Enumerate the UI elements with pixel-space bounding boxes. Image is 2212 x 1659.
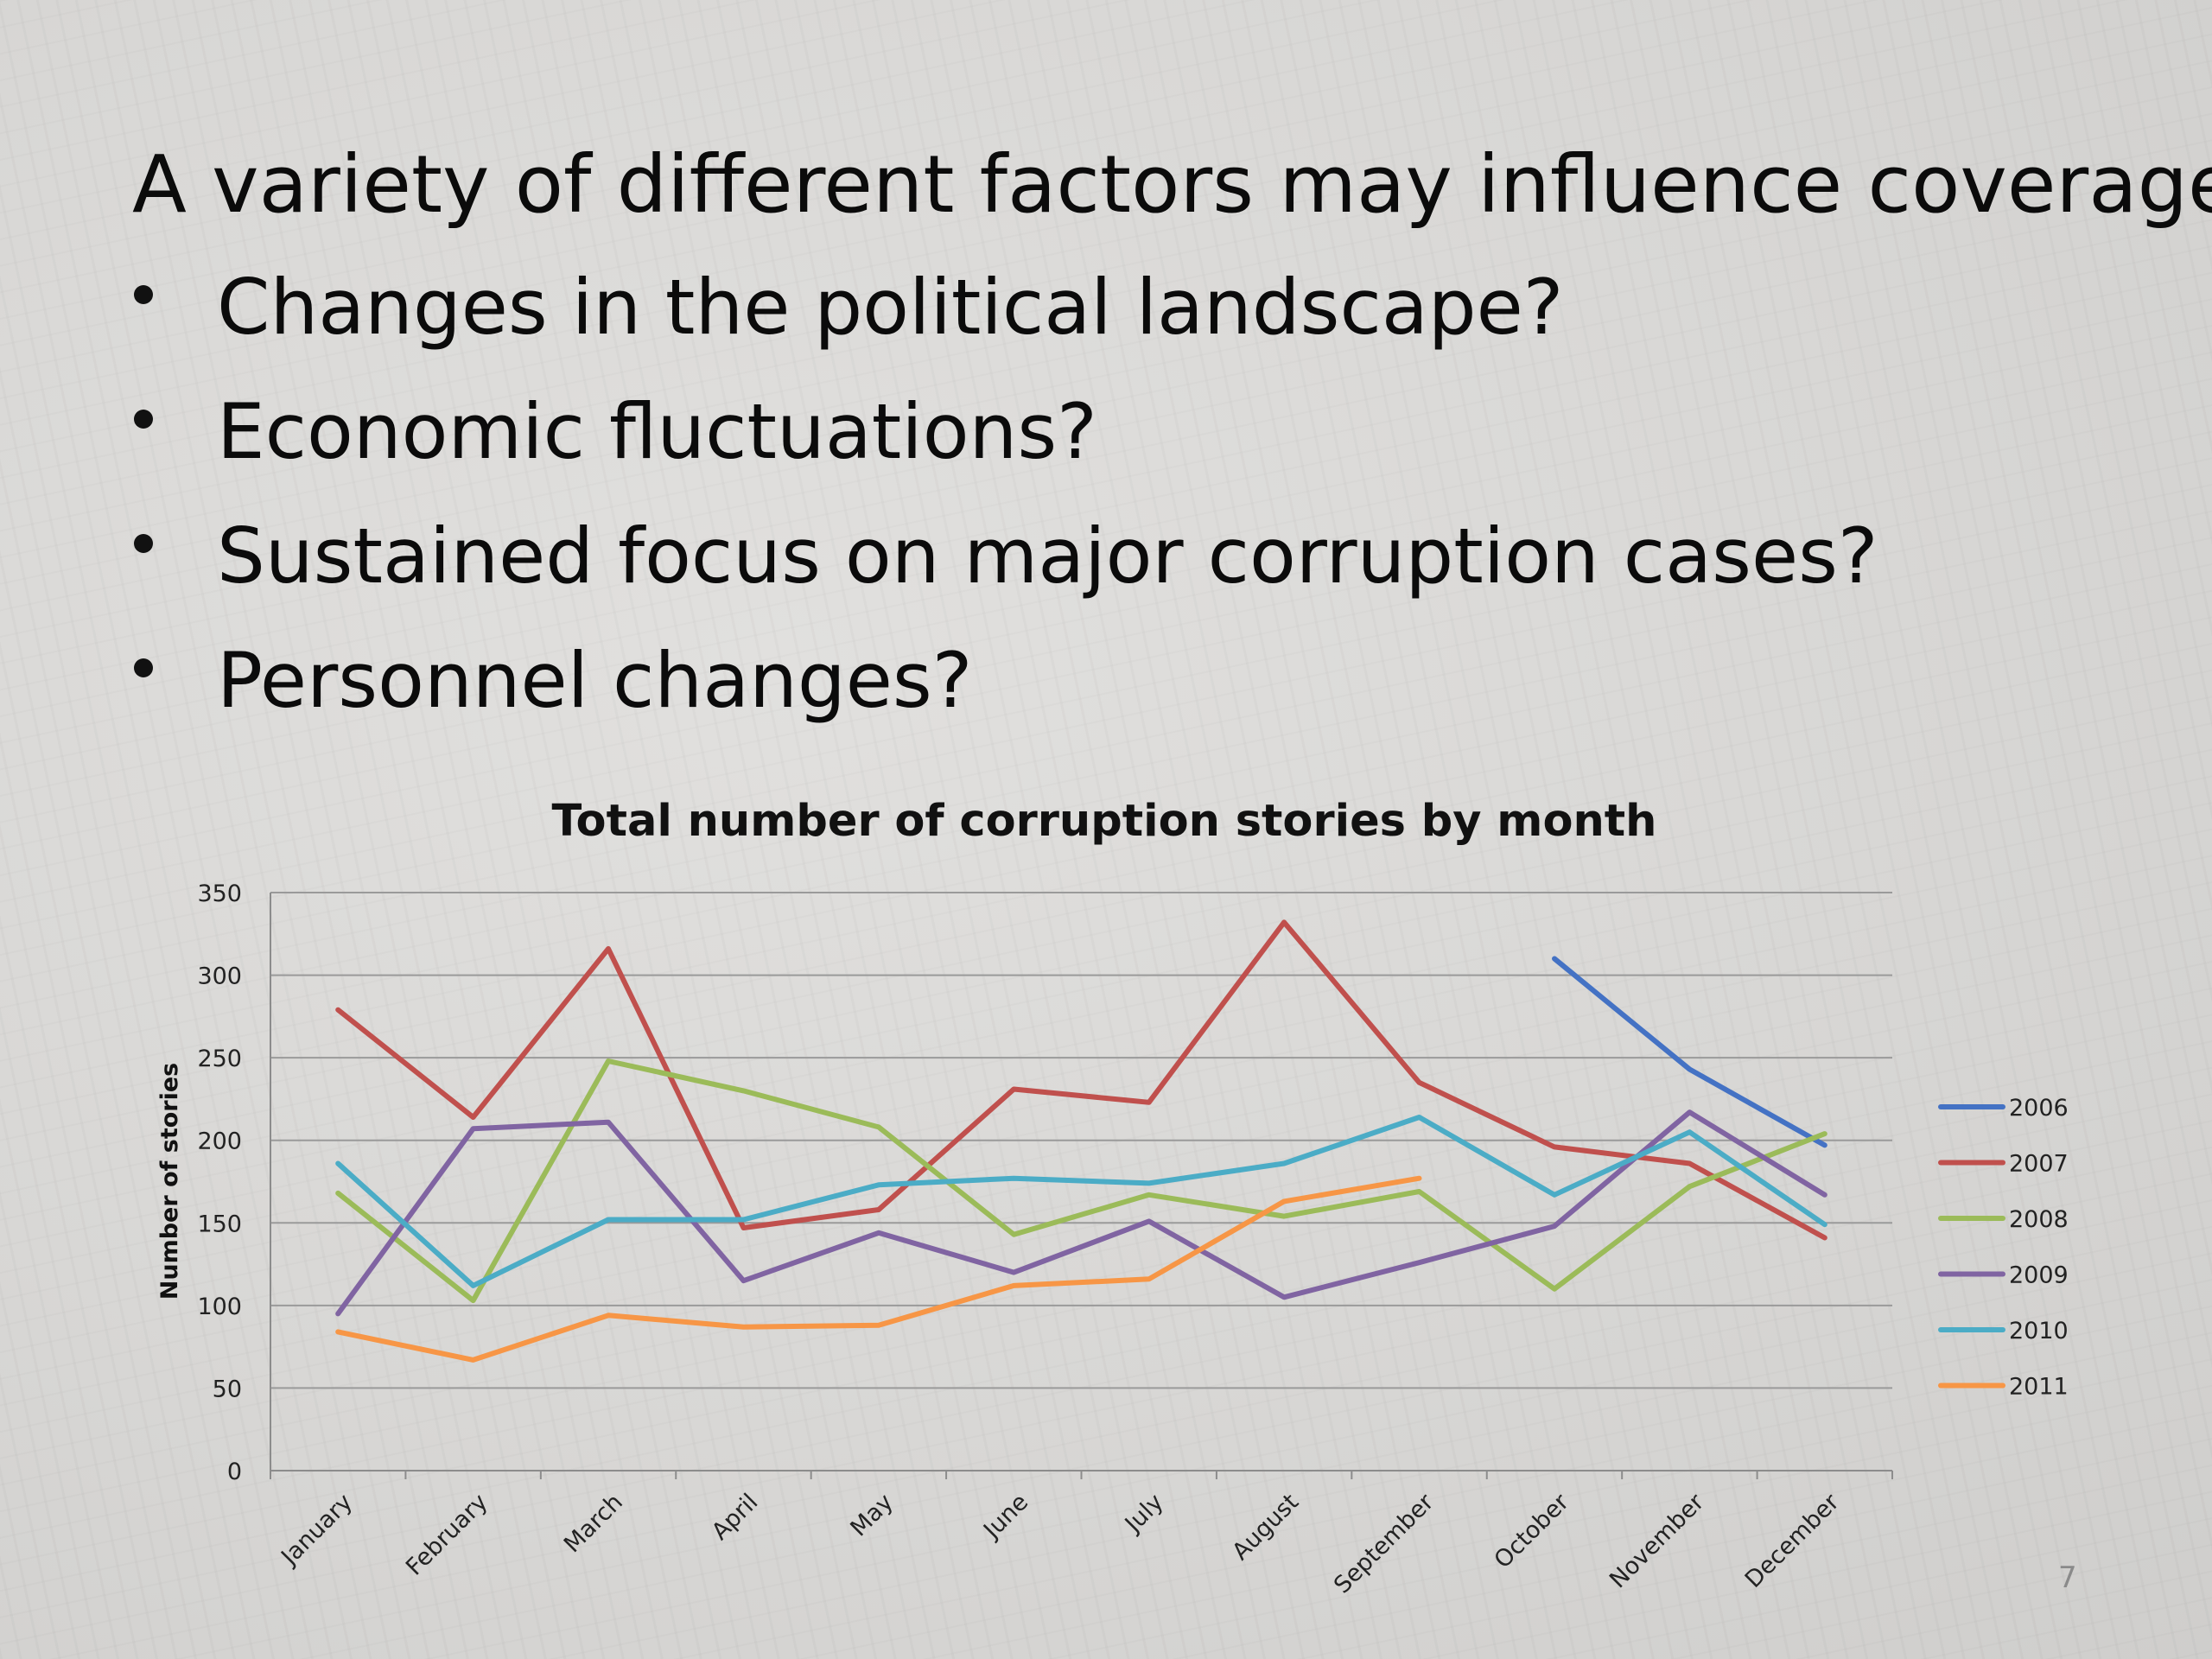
y-tick-label: 150	[197, 1211, 242, 1237]
y-tick-label: 250	[197, 1046, 242, 1072]
y-tick-label: 50	[213, 1376, 242, 1402]
bullet-text: Changes in the political landscape?	[217, 263, 1564, 352]
x-tick-label: July	[1119, 1489, 1169, 1539]
x-tick-label: April	[707, 1489, 764, 1546]
series-line-2007	[335, 919, 1827, 1241]
y-axis-label: Number of stories	[156, 1063, 183, 1300]
legend-label: 2009	[2009, 1262, 2069, 1289]
y-tick-label: 350	[197, 880, 242, 907]
bullet-text: Sustained focus on major corruption case…	[217, 512, 1878, 601]
legend-label: 2010	[2009, 1318, 2069, 1344]
series-line-2009	[335, 1109, 1827, 1317]
series-line-2008	[335, 1058, 1827, 1304]
x-tick-label: September	[1329, 1488, 1440, 1599]
bullet-dot-icon	[134, 410, 153, 429]
bullet-item: Changes in the political landscape?	[132, 270, 1878, 394]
bullet-list: Changes in the political landscape? Econ…	[132, 270, 1878, 767]
page-number: 7	[2058, 1560, 2077, 1595]
slide-title: A variety of different factors may influ…	[132, 138, 2212, 231]
x-tick-label: December	[1740, 1488, 1846, 1593]
y-tick-label: 100	[197, 1294, 242, 1320]
x-tick-label: November	[1605, 1488, 1710, 1593]
chart-title: Total number of corruption stories by mo…	[552, 796, 1657, 847]
legend-label: 2007	[2009, 1151, 2069, 1178]
series-line-2010	[335, 1115, 1827, 1288]
y-tick-label: 0	[227, 1459, 242, 1485]
bullet-item: Personnel changes?	[132, 643, 1878, 767]
bullet-text: Economic fluctuations?	[217, 387, 1097, 476]
y-tick-label: 300	[197, 963, 242, 990]
bullet-dot-icon	[134, 534, 153, 553]
series-line-2011	[335, 1175, 1422, 1363]
x-tick-label: June	[977, 1489, 1033, 1545]
bullet-item: Sustained focus on major corruption case…	[132, 518, 1878, 643]
x-tick-label: March	[559, 1489, 628, 1558]
bullet-text: Personnel changes?	[217, 636, 973, 725]
bullet-item: Economic fluctuations?	[132, 394, 1878, 518]
legend-label: 2011	[2009, 1374, 2069, 1401]
x-tick-label: February	[401, 1489, 493, 1581]
x-tick-label: May	[845, 1489, 898, 1541]
bullet-dot-icon	[134, 658, 153, 677]
x-tick-label: January	[275, 1489, 358, 1572]
legend-label: 2006	[2009, 1095, 2069, 1122]
x-tick-label: August	[1227, 1489, 1304, 1566]
legend-label: 2008	[2009, 1206, 2069, 1233]
x-tick-label: October	[1490, 1488, 1575, 1573]
series-line-2006	[1552, 956, 1827, 1148]
y-tick-label: 200	[197, 1128, 242, 1155]
bullet-dot-icon	[134, 285, 153, 304]
